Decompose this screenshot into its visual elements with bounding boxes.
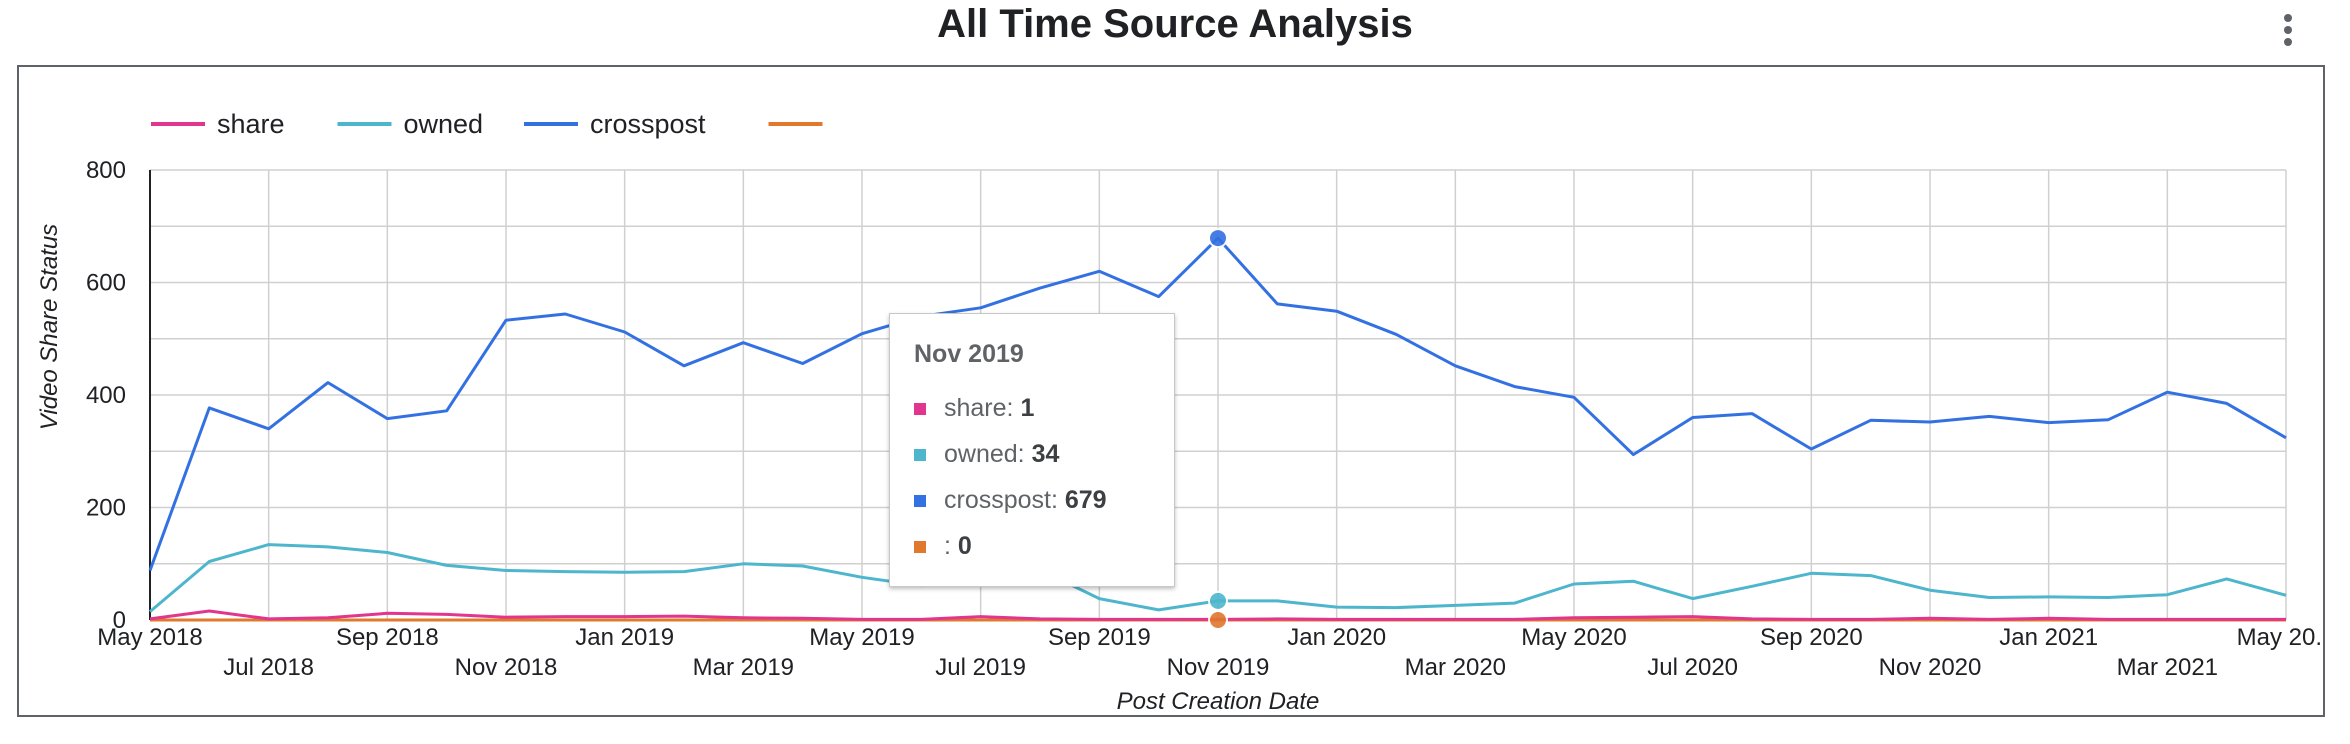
- y-tick-labels: 0 200 400 600 800: [86, 157, 126, 634]
- x-tick-label: Sep 2018: [336, 624, 439, 651]
- tooltip: Nov 2019 share: 1 owned: 34 crosspost: 6…: [889, 313, 1175, 587]
- tooltip-swatch: [914, 541, 926, 554]
- x-tick-label: Jan 2021: [1999, 624, 2098, 651]
- page-title: All Time Source Analysis: [937, 2, 1413, 46]
- legend-item-owned[interactable]: owned: [337, 109, 484, 139]
- tooltip-swatch: [914, 495, 926, 508]
- x-tick-label: Mar 2019: [693, 654, 794, 681]
- x-tick-label: Sep 2020: [1760, 624, 1863, 651]
- x-tick-label: Jan 2020: [1287, 624, 1386, 651]
- legend-label: owned: [404, 109, 484, 139]
- x-tick-label: May 2018: [97, 624, 202, 651]
- gridlines: [149, 169, 2287, 621]
- x-tick-label: Jul 2020: [1647, 654, 1738, 681]
- tooltip-label: share:: [944, 394, 1021, 422]
- y-tick-label: 800: [86, 157, 126, 184]
- y-tick-label: 600: [86, 270, 126, 297]
- y-axis-label: Video Share Status: [36, 224, 63, 430]
- chart-frame: 0 200 400 600 800 May 2018 Jul 2018 Sep 2018 No…: [17, 65, 2325, 717]
- x-tick-label: Nov 2018: [455, 654, 558, 681]
- tooltip-title: Nov 2019: [914, 340, 1024, 368]
- x-tick-label: May 2020: [1521, 624, 1626, 651]
- x-tick-label: Nov 2020: [1879, 654, 1982, 681]
- legend-item-share[interactable]: share: [151, 109, 285, 139]
- tooltip-swatch: [914, 449, 926, 462]
- x-tick-label: Jan 2019: [575, 624, 674, 651]
- tooltip-row-owned: owned: 34: [914, 440, 1059, 469]
- line-chart[interactable]: 0 200 400 600 800 May 2018 Jul 2018 Sep 2018 No…: [19, 67, 2323, 715]
- legend-label: share: [217, 109, 285, 139]
- y-tick-label: 400: [86, 382, 126, 409]
- tooltip-row-unnamed: : 0: [914, 532, 972, 561]
- tooltip-value: 1: [1020, 394, 1035, 422]
- x-tick-label: May 2019: [809, 624, 914, 651]
- legend-label: crosspost: [590, 109, 706, 139]
- y-tick-label: 200: [86, 495, 126, 522]
- x-tick-label: Nov 2019: [1167, 654, 1270, 681]
- tooltip-label: owned:: [944, 440, 1032, 468]
- x-tick-label: Jul 2018: [223, 654, 314, 681]
- hover-marker-crosspost: [1208, 228, 1228, 249]
- x-tick-label: Sep 2019: [1048, 624, 1151, 651]
- tooltip-value: 34: [1031, 440, 1060, 468]
- tooltip-value: 679: [1064, 486, 1107, 514]
- legend-item-crosspost[interactable]: crosspost: [524, 109, 706, 139]
- hover-marker-owned: [1208, 590, 1228, 611]
- x-tick-label: Mar 2021: [2117, 654, 2218, 681]
- legend[interactable]: share owned crosspost: [151, 109, 823, 139]
- x-tick-label: Mar 2020: [1405, 654, 1506, 681]
- tooltip-swatch: [914, 403, 926, 416]
- more-vert-icon[interactable]: [2268, 10, 2308, 50]
- tooltip-label: crosspost:: [944, 486, 1065, 514]
- tooltip-row-share: share: 1: [914, 394, 1034, 423]
- hover-marker-unnamed: [1208, 610, 1228, 630]
- tooltip-label: :: [944, 532, 958, 560]
- x-axis-label: Post Creation Date: [1117, 688, 1320, 715]
- y-tick-label: 0: [113, 607, 126, 634]
- x-tick-label: Jul 2019: [935, 654, 1026, 681]
- tooltip-value: 0: [957, 532, 972, 560]
- tooltip-row-crosspost: crosspost: 679: [914, 486, 1107, 515]
- x-tick-label: May 20...: [2237, 624, 2323, 651]
- hover-markers: [1208, 228, 1228, 630]
- x-tick-labels: May 2018 Jul 2018 Sep 2018 Nov 2018 Jan 2019…: [97, 624, 2323, 681]
